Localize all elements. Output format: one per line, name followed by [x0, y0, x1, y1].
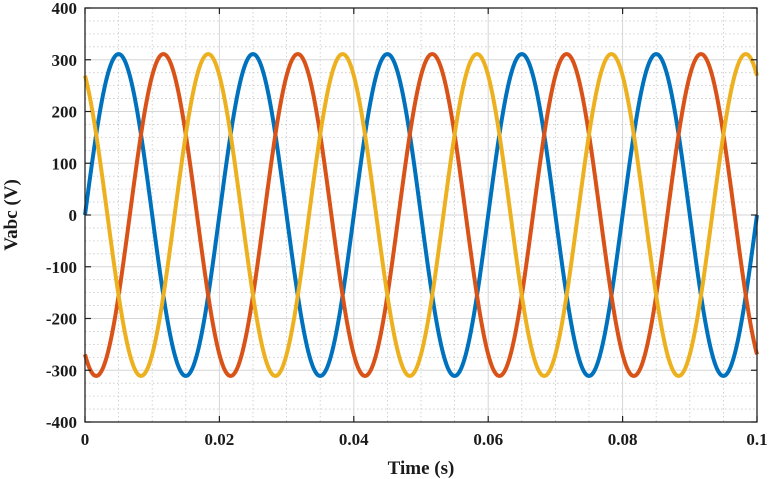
y-tick-label: -100	[46, 258, 77, 277]
y-tick-label: -200	[46, 310, 77, 329]
y-axis-label: Vabc (V)	[1, 179, 22, 251]
series-line-phase-2	[83, 52, 759, 378]
y-tick-label: 100	[52, 154, 78, 173]
y-tick-label: 200	[52, 103, 78, 122]
x-tick-label: 0.08	[608, 430, 638, 449]
y-tick-label: 0	[69, 206, 78, 225]
y-tick-label: -300	[46, 361, 77, 380]
y-tick-label: 300	[52, 51, 78, 70]
y-tick-label: -400	[46, 413, 77, 432]
x-tick-label: 0.04	[339, 430, 369, 449]
tick-marks	[84, 7, 758, 423]
y-tick-labels: -400 -300 -200 -100 0 100 200 300 400	[46, 0, 77, 432]
x-tick-label: 0.06	[473, 430, 503, 449]
x-tick-label: 0.02	[205, 430, 235, 449]
x-tick-label: 0	[81, 430, 90, 449]
series-layer	[83, 52, 759, 378]
series-line-phase-3	[83, 52, 759, 378]
y-tick-label: 400	[52, 0, 78, 18]
x-tick-labels: 0 0.02 0.04 0.06 0.08 0.1	[81, 430, 768, 449]
x-axis-label: Time (s)	[388, 458, 455, 479]
x-tick-label: 0.1	[746, 430, 767, 449]
series-line-phase-1	[83, 52, 759, 378]
